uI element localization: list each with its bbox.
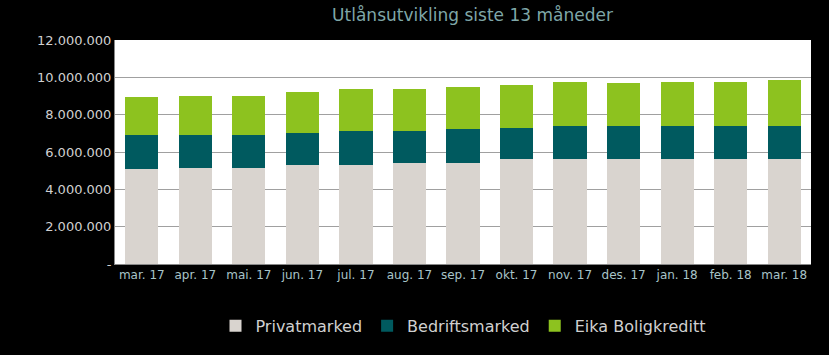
svg-text:6.000.000: 6.000.000: [45, 145, 111, 160]
svg-text:nov. 17: nov. 17: [548, 268, 592, 282]
svg-text:10.000.000: 10.000.000: [37, 70, 111, 85]
svg-text:sep. 17: sep. 17: [441, 268, 485, 282]
svg-text:mar. 18: mar. 18: [761, 268, 807, 282]
svg-text:okt. 17: okt. 17: [496, 268, 538, 282]
svg-text:Privatmarked: Privatmarked: [256, 317, 363, 336]
svg-text:mai. 17: mai. 17: [226, 268, 271, 282]
svg-text:Utlånsutvikling siste 13 måned: Utlånsutvikling siste 13 måneder: [332, 5, 613, 25]
svg-text:aug. 17: aug. 17: [387, 268, 432, 282]
svg-text:-: -: [107, 257, 112, 272]
svg-text:jun. 17: jun. 17: [281, 268, 323, 282]
svg-text:jan. 18: jan. 18: [656, 268, 698, 282]
svg-text:12.000.000: 12.000.000: [37, 33, 111, 48]
svg-text:jul. 17: jul. 17: [336, 268, 374, 282]
svg-text:4.000.000: 4.000.000: [45, 182, 111, 197]
svg-text:Bedriftsmarked: Bedriftsmarked: [407, 317, 530, 336]
svg-text:feb. 18: feb. 18: [710, 268, 752, 282]
svg-text:mar. 17: mar. 17: [119, 268, 165, 282]
svg-text:des. 17: des. 17: [602, 268, 646, 282]
svg-text:apr. 17: apr. 17: [174, 268, 216, 282]
svg-text:2.000.000: 2.000.000: [45, 219, 111, 234]
svg-text:Eika Boligkreditt: Eika Boligkreditt: [575, 317, 706, 336]
svg-text:8.000.000: 8.000.000: [45, 107, 111, 122]
